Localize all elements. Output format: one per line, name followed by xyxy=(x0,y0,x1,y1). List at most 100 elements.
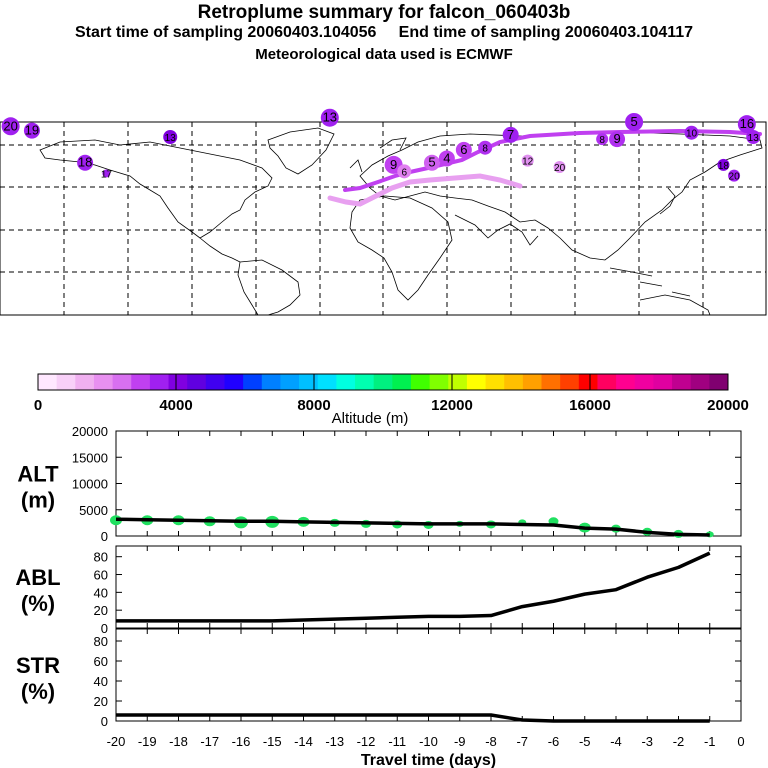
colorbar-cell xyxy=(187,374,207,390)
map-marker-label: 12 xyxy=(522,157,534,168)
map-marker xyxy=(737,115,756,134)
x-tick-label: -19 xyxy=(138,734,157,749)
colorbar-cell xyxy=(485,374,505,390)
map-marker xyxy=(102,169,111,178)
colorbar-cell xyxy=(112,374,132,390)
x-tick-label: -20 xyxy=(107,734,126,749)
colorbar-tick-label: 4000 xyxy=(159,397,192,414)
colorbar-cell xyxy=(355,374,375,390)
x-tick-label: -6 xyxy=(548,734,560,749)
map-marker-label: 4 xyxy=(443,150,450,165)
colorbar-cell xyxy=(299,374,319,390)
colorbar-cell xyxy=(261,374,281,390)
map-marker xyxy=(397,164,412,179)
map-marker-label: 20 xyxy=(729,172,741,183)
x-tick-label: -14 xyxy=(294,734,313,749)
colorbar-cell xyxy=(466,374,487,390)
map-marker xyxy=(320,108,339,127)
series-line xyxy=(115,517,710,537)
x-tick-label: -11 xyxy=(388,734,406,749)
map-marker xyxy=(423,154,440,171)
map-marker xyxy=(553,161,566,174)
x-tick-label: -1 xyxy=(704,734,716,749)
series-line xyxy=(116,713,710,723)
colorbar-cell xyxy=(168,374,188,390)
colorbar-cell xyxy=(448,374,468,390)
y-axis-label: STR xyxy=(16,653,60,678)
colorbar-cell xyxy=(224,374,244,390)
map-marker xyxy=(502,126,519,143)
panel-alt: ALT(m) 20000 15000 10000 5000 0 xyxy=(17,424,742,544)
map-marker-label: 7 xyxy=(507,127,514,142)
y-tick-label: 80 xyxy=(94,634,108,649)
y-tick-label: 0 xyxy=(101,529,108,544)
colorbar: 0 4000 8000 12000 16000 20000 Altitude (m) xyxy=(34,373,749,427)
y-axis-label: (%) xyxy=(21,591,55,616)
map-marker-label: 16 xyxy=(740,116,754,131)
map-marker-label: 13 xyxy=(323,110,337,125)
colorbar-cell xyxy=(56,374,76,390)
map-gridlines xyxy=(0,122,766,315)
y-tick-label: 40 xyxy=(94,585,108,600)
x-tick-label: -16 xyxy=(232,734,251,749)
map-marker xyxy=(596,133,609,146)
x-tick-label: -3 xyxy=(641,734,653,749)
colorbar-cell xyxy=(578,374,598,390)
map-marker-label: 9 xyxy=(390,157,397,172)
colorbar-cell xyxy=(709,374,729,390)
y-tick-label: 0 xyxy=(101,714,108,729)
colorbar-cell xyxy=(317,374,337,390)
colorbar-label: Altitude (m) xyxy=(332,410,409,427)
colorbar-cell xyxy=(560,374,580,390)
colorbar-cell xyxy=(75,374,95,390)
x-tick-label: -9 xyxy=(454,734,466,749)
met-data-label: Meteorological data used is ECMWF xyxy=(255,46,513,63)
colorbar-cells xyxy=(38,374,729,390)
x-tick-label: -10 xyxy=(419,734,438,749)
y-tick-label: 20 xyxy=(94,603,108,618)
colorbar-cell xyxy=(280,374,300,390)
panel-str: STR(%) 80 60 40 20 0 xyxy=(16,628,742,729)
colorbar-cell xyxy=(149,374,170,390)
map-marker-label: 20 xyxy=(554,163,566,174)
y-tick-label: 60 xyxy=(94,654,108,669)
colorbar-cell xyxy=(653,374,673,390)
map-marker-label: 18 xyxy=(718,161,730,172)
start-time-label: Start time of sampling 20060403.104056 xyxy=(74,24,377,41)
y-tick-label: 80 xyxy=(94,550,108,565)
map-marker xyxy=(23,122,40,139)
map-marker xyxy=(625,113,644,131)
map-marker-label: 5 xyxy=(630,114,637,129)
y-tick-label: 10000 xyxy=(72,477,108,492)
map-marker-label: 6 xyxy=(401,167,407,178)
panel-frame xyxy=(115,628,742,722)
map-marker-label: 9 xyxy=(613,131,620,146)
y-tick-label: 0 xyxy=(101,621,108,636)
sampling-time-line: Start time of sampling 20060403.104056 E… xyxy=(0,24,768,42)
map-marker xyxy=(728,169,741,182)
map-marker-label: 17 xyxy=(101,169,113,180)
x-tick-label: -13 xyxy=(325,734,344,749)
colorbar-tick-label: 16000 xyxy=(569,397,611,414)
y-tick-label: 5000 xyxy=(79,503,108,518)
x-tick-label: -17 xyxy=(200,734,219,749)
colorbar-cell xyxy=(392,374,412,390)
map-marker-label: 18 xyxy=(78,155,92,170)
colorbar-cell xyxy=(634,374,654,390)
x-tick-label: -5 xyxy=(579,734,591,749)
map-marker xyxy=(438,150,455,167)
colorbar-cell xyxy=(597,374,617,390)
trajectory-lines xyxy=(327,128,762,207)
y-tick-label: 40 xyxy=(94,674,108,689)
map-marker xyxy=(717,158,730,171)
map-marker-label: 13 xyxy=(165,133,177,144)
x-axis-label: Travel time (days) xyxy=(361,752,496,768)
y-tick-label: 20000 xyxy=(72,424,108,439)
y-axis-label: (%) xyxy=(21,679,55,704)
map-marker xyxy=(1,117,20,136)
map-marker xyxy=(478,140,493,155)
map-marker xyxy=(455,141,472,158)
